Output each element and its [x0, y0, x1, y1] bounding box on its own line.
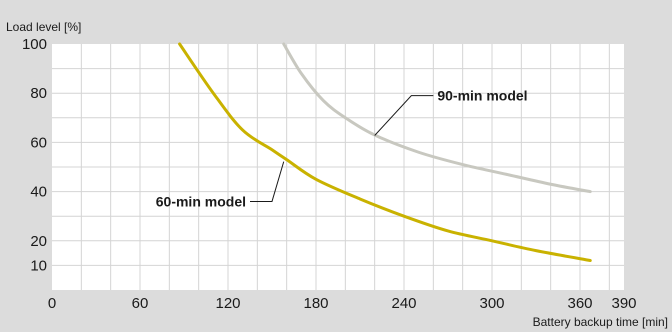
x-tick-label: 360 [567, 295, 592, 312]
x-tick-label: 120 [215, 295, 240, 312]
y-tick-label: 100 [22, 36, 47, 53]
y-tick-labels: 10 20 40 60 80 100 [22, 36, 47, 274]
y-tick-label: 80 [30, 85, 47, 102]
x-tick-label: 180 [303, 295, 328, 312]
annotation-90-min-model: 90-min model [437, 88, 527, 104]
annotations: 90-min model 60-min model [156, 88, 528, 210]
x-tick-label: 390 [611, 295, 636, 312]
y-tick-label: 40 [30, 184, 47, 201]
grid [52, 44, 624, 290]
x-tick-label: 60 [132, 295, 149, 312]
x-tick-label: 300 [479, 295, 504, 312]
annotation-leader [250, 161, 285, 202]
series-line [178, 42, 592, 262]
series-lines [178, 42, 592, 262]
x-tick-label: 0 [48, 295, 56, 312]
series-line [282, 42, 592, 194]
annotation-leader [374, 95, 434, 136]
x-tick-label: 240 [391, 295, 416, 312]
annotation-60-min-model: 60-min model [156, 193, 246, 209]
y-tick-label: 20 [30, 233, 47, 250]
y-tick-label: 10 [30, 257, 47, 274]
x-tick-labels: 0 60 120 180 240 300 360 390 [48, 295, 637, 312]
x-axis-title: Battery backup time [min] [533, 315, 668, 329]
y-axis-title: Load level [%] [6, 20, 81, 34]
y-tick-label: 60 [30, 134, 47, 151]
